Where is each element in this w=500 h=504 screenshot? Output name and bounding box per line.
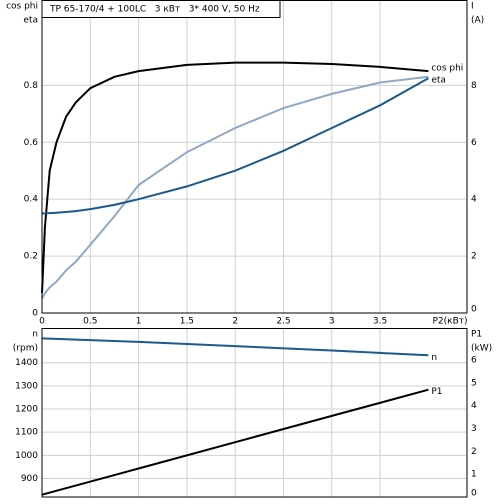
y2-tick-label: 6 (471, 138, 477, 148)
y-axis-label: (rpm) (13, 344, 38, 354)
y2-tick-label: 4 (471, 401, 477, 411)
x-tick-label: 3.5 (373, 317, 387, 327)
title-box (41, 0, 281, 18)
y2-tick-label: 8 (471, 81, 477, 91)
plot-frame (41, 328, 468, 498)
x-tick-label: 1.5 (180, 317, 194, 327)
y-tick-label: 1100 (15, 428, 38, 438)
plot-frame (41, 0, 468, 314)
series-line (41, 61, 429, 294)
y2-axis-label: (A) (471, 16, 484, 26)
series-label: cos phi (431, 63, 463, 73)
y-tick-label: 1300 (15, 381, 38, 391)
y2-tick-label: 3 (471, 424, 477, 434)
series-label: eta (431, 76, 446, 86)
y-tick-label: 0.6 (24, 138, 39, 148)
y2-tick-label: 2 (471, 252, 477, 262)
y-tick-label: 1200 (15, 405, 38, 415)
series-line (41, 337, 429, 357)
series-line (42, 77, 429, 215)
x-axis-label: P2(кВт) (432, 317, 467, 327)
series-line (41, 75, 429, 300)
y2-tick-label: 0 (471, 489, 477, 499)
x-tick-label: 1 (136, 317, 142, 327)
x-tick-label: 0.5 (83, 317, 97, 327)
x-tick-label: 0 (39, 317, 45, 327)
y-axis-label: eta (23, 16, 38, 26)
y2-axis-label: P1 (471, 330, 482, 340)
y2-tick-label: 0 (471, 305, 477, 315)
series-label: P1 (431, 387, 442, 397)
y-tick-label: 1400 (15, 358, 38, 368)
y2-axis-label: (kW) (471, 344, 492, 354)
y-tick-label: 0.8 (24, 81, 39, 91)
y-tick-label: 0.4 (24, 195, 39, 205)
y-tick-label: 900 (21, 474, 38, 484)
x-tick-label: 2.5 (276, 317, 290, 327)
y2-axis-label: I (471, 2, 474, 12)
y2-tick-label: 5 (471, 378, 477, 388)
x-tick-label: 3 (329, 317, 335, 327)
y-axis-label: cos phi (6, 2, 38, 12)
chart-title: TP 65-170/4 + 100LC 3 кВт 3* 400 V, 50 H… (49, 5, 260, 15)
x-tick-label: 2 (232, 317, 238, 327)
y-axis-label: n (32, 330, 38, 340)
y-tick-label: 0.2 (24, 252, 38, 262)
series-line (41, 388, 429, 496)
y2-tick-label: 4 (471, 195, 477, 205)
series-label: n (431, 353, 437, 363)
y2-tick-label: 1 (471, 470, 477, 480)
y2-tick-label: 2 (471, 447, 477, 457)
y2-tick-label: 6 (471, 355, 477, 365)
y-tick-label: 0 (32, 309, 38, 319)
y-tick-label: 1000 (15, 451, 38, 461)
